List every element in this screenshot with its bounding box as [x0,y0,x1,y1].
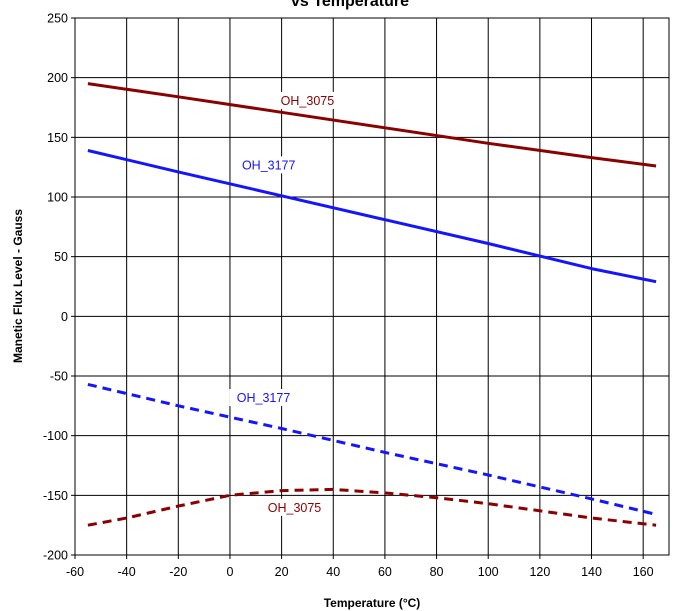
series-annotations: OH_3075 OH_3177 OH_3177 OH_3075 [229,91,342,516]
series-annotation-label: OH_3177 [237,391,291,405]
y-tick-label: -150 [43,489,68,503]
y-axis-label: Manetic Flux Level - Gauss [11,209,25,363]
x-axis-label: Temperature (°C) [324,596,421,610]
series-line-oh-3177-solid [87,149,657,284]
x-tick-label: 20 [275,565,289,579]
x-tick-label: 40 [326,565,340,579]
y-tick-label: -100 [43,429,68,443]
y-tick-label: 100 [47,191,68,205]
x-tick-label: 60 [378,565,392,579]
series-group [87,82,657,527]
x-tick-label: 0 [226,565,233,579]
x-tick-label: 120 [529,565,550,579]
grid-lines [74,17,669,556]
series-annotation-label: OH_3075 [281,94,335,108]
y-tick-label: 150 [47,131,68,145]
axis-ticks: -60 -40 -20 0 20 40 60 80 100 120 140 160-200-150-1… [43,12,654,580]
series-annotation-label: OH_3177 [242,158,296,172]
y-tick-label: -50 [50,370,68,384]
annotation-background [229,389,298,407]
y-tick-label: 250 [47,12,68,26]
series-line-oh-3075-solid [87,82,657,168]
annotation-background [234,156,303,174]
x-tick-label: 100 [478,565,499,579]
series-line-oh-3177-dashed [87,382,657,516]
y-tick-label: 50 [54,250,68,264]
annotation-background [260,498,329,516]
x-tick-label: 140 [581,565,602,579]
y-tick-label: -200 [43,549,68,563]
x-tick-label: -60 [66,565,84,579]
y-tick-label: 200 [47,71,68,85]
chart-title: vs Temperature [291,0,409,10]
series-annotation-label: OH_3075 [268,501,322,515]
x-tick-label: 160 [633,565,654,579]
x-tick-label: -20 [169,565,187,579]
x-tick-label: -40 [118,565,136,579]
y-tick-label: 0 [61,310,68,324]
x-tick-label: 80 [430,565,444,579]
plot-area-border [74,17,670,556]
series-line-oh-3075-dashed [87,487,657,527]
annotation-background [273,91,342,109]
